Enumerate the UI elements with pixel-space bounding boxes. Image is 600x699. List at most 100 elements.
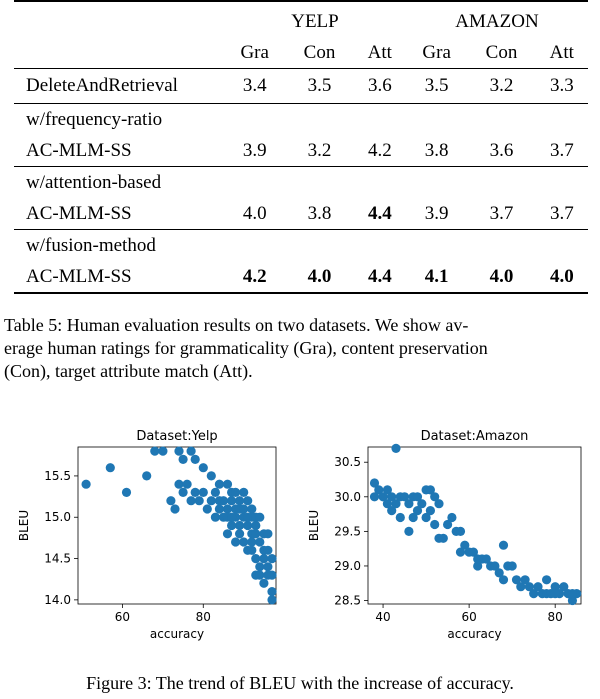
metric-header: Gra [240,41,269,63]
data-point [214,504,224,514]
data-point [507,561,517,571]
data-point [460,540,470,550]
row-label: w/frequency-ratio [14,103,224,135]
data-point [520,575,530,585]
data-point [255,562,265,572]
data-point [567,595,578,606]
data-point [214,479,224,489]
data-point [391,499,401,509]
data-point [434,499,444,509]
row-label: AC-MLM-SS [26,139,132,161]
data-point [412,492,423,502]
data-point [404,499,414,509]
data-point [206,496,216,506]
data-point [239,504,249,514]
x-tick-label: 60 [461,610,476,624]
data-point [190,454,200,464]
data-point [550,589,560,599]
row-label: AC-MLM-SS [14,261,224,294]
data-point [425,485,435,495]
cell-value: 3.6 [489,139,514,161]
data-point [267,554,277,564]
data-point [369,492,380,502]
data-point [186,496,196,506]
y-tick-label: 15.0 [44,510,71,524]
data-point [408,512,418,523]
data-point [206,471,216,481]
data-point [255,512,265,522]
data-point [231,537,241,547]
x-tick-label: 80 [548,610,563,624]
y-axis-label: BLEU [307,510,321,541]
data-point [247,537,257,547]
y-tick-label: 28.5 [334,594,361,608]
data-point [404,526,414,536]
data-point [214,496,224,506]
cell-value: 3.8 [307,202,332,224]
row-label: w/attention-based [14,166,224,198]
data-point [542,575,552,585]
data-point [417,499,427,509]
data-point [387,492,397,502]
data-point [247,504,257,514]
data-point [559,582,569,592]
data-point [263,562,273,572]
data-point [178,487,188,497]
data-point [105,463,115,473]
data-point [222,504,233,514]
table-caption: Table 5: Human evaluation results on two… [4,314,600,383]
data-point [533,582,543,592]
data-point [81,479,91,489]
metric-header: Att [549,41,574,63]
data-point [170,504,180,514]
data-point [198,463,208,473]
data-point [190,487,200,497]
data-point [529,589,539,599]
caption-line: Table 5: Human evaluation results on two… [4,315,469,335]
data-point [235,520,245,531]
data-point [387,506,397,516]
cell-value-best: 4.1 [405,261,468,294]
chart-title: Dataset:Amazon [421,429,529,444]
data-point [443,519,453,530]
data-point [255,570,265,580]
data-point [243,496,253,506]
x-tick-label: 80 [196,610,211,624]
data-point [158,446,168,456]
data-point [490,561,500,571]
cell-value: 3.6 [353,68,406,104]
data-point [498,540,509,550]
data-point [243,520,253,531]
metric-header: Att [367,41,392,63]
cell-value: 3.5 [405,68,468,104]
data-point [382,499,392,509]
figure-caption: Figure 3: The trend of BLEU with the inc… [86,673,514,693]
data-point [498,575,509,585]
data-point [227,520,237,531]
data-point [425,506,435,516]
data-point [231,487,241,497]
data-point [511,575,522,585]
x-tick-label: 40 [375,610,390,624]
data-point [210,512,220,522]
cell-value: 3.2 [467,68,536,104]
caption-line: erage human ratings for grammaticality (… [4,338,488,358]
data-point [178,454,188,464]
cell-value: 3.9 [424,202,449,224]
data-point [430,519,440,530]
row-label: AC-MLM-SS [26,202,132,224]
group-header-amazon: AMAZON [405,0,588,37]
metric-header: Gra [422,41,451,63]
data-point [263,545,273,555]
data-point [166,496,176,506]
data-point [227,512,237,522]
cell-value: 4.0 [242,202,267,224]
y-tick-label: 29.5 [334,524,361,538]
y-tick-label: 30.5 [334,455,361,469]
figure-charts: Dataset:Yelp 60 80 14.0 14.5 15.0 15.5 accuracy… [17,429,582,641]
results-table: YELP AMAZON Gra Con Att Gra Con Att Dele… [14,0,588,294]
row-label: w/fusion-method [14,229,224,261]
data-point [186,446,196,456]
metric-header: Con [303,41,336,63]
x-tick-label: 60 [115,610,130,624]
